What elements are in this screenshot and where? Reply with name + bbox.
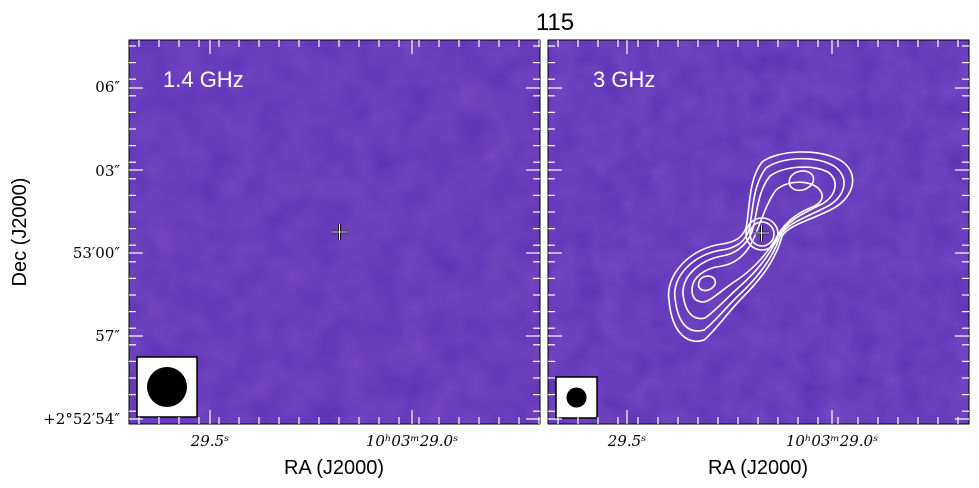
ytick-label-1: 03″ [95, 162, 120, 180]
radio-contours [667, 151, 854, 342]
y-tick-labels: 06″ 03″ 53′00″ 57″ +2°52′54″ [43, 78, 120, 428]
contour-core-outer [745, 217, 779, 251]
chart-title: 115 [536, 9, 574, 36]
x-tick-labels: 29.5ˢ 10ʰ03ᵐ29.0ˢ 29.5ˢ 10ʰ03ᵐ29.0ˢ [190, 432, 878, 450]
beam-box-2 [555, 376, 598, 419]
beam-ellipse-2 [566, 387, 587, 408]
panel-2-label: 3 GHz [593, 67, 655, 92]
x-axis-label-2: RA (J2000) [708, 457, 808, 479]
contour-peak-sw [697, 275, 717, 292]
contour-peak-ne [788, 170, 815, 192]
source-marker-1 [332, 224, 347, 240]
tick-marks [129, 40, 969, 424]
x-axis-label-1: RA (J2000) [284, 457, 384, 479]
ytick-label-4: +2°52′54″ [43, 410, 120, 428]
source-marker-2 [754, 225, 769, 241]
xtick-label-1-1: 10ʰ03ᵐ29.0ˢ [366, 432, 458, 450]
contour-core-inner [749, 221, 775, 247]
panel-3ghz: 3 GHz [547, 39, 970, 425]
beam-ellipse-1 [147, 367, 187, 407]
xtick-label-2-0: 29.5ˢ [607, 432, 646, 450]
panel-1-4ghz: 1.4 GHz [128, 39, 541, 425]
xtick-label-2-1: 10ʰ03ᵐ29.0ˢ [786, 432, 878, 450]
panel-1-frame [128, 39, 541, 425]
ytick-label-3: 57″ [95, 327, 120, 345]
xtick-label-1-0: 29.5ˢ [190, 432, 229, 450]
contour-level-2 [674, 157, 845, 332]
ytick-label-2: 53′00″ [73, 244, 121, 262]
ytick-label-0: 06″ [95, 78, 120, 96]
panel-1-label: 1.4 GHz [163, 67, 244, 92]
contour-level-3 [682, 166, 836, 320]
contour-level-4 [691, 181, 823, 303]
y-axis-label: Dec (J2000) [9, 178, 31, 287]
beam-box-1 [136, 356, 198, 418]
contour-level-1 [667, 151, 854, 342]
